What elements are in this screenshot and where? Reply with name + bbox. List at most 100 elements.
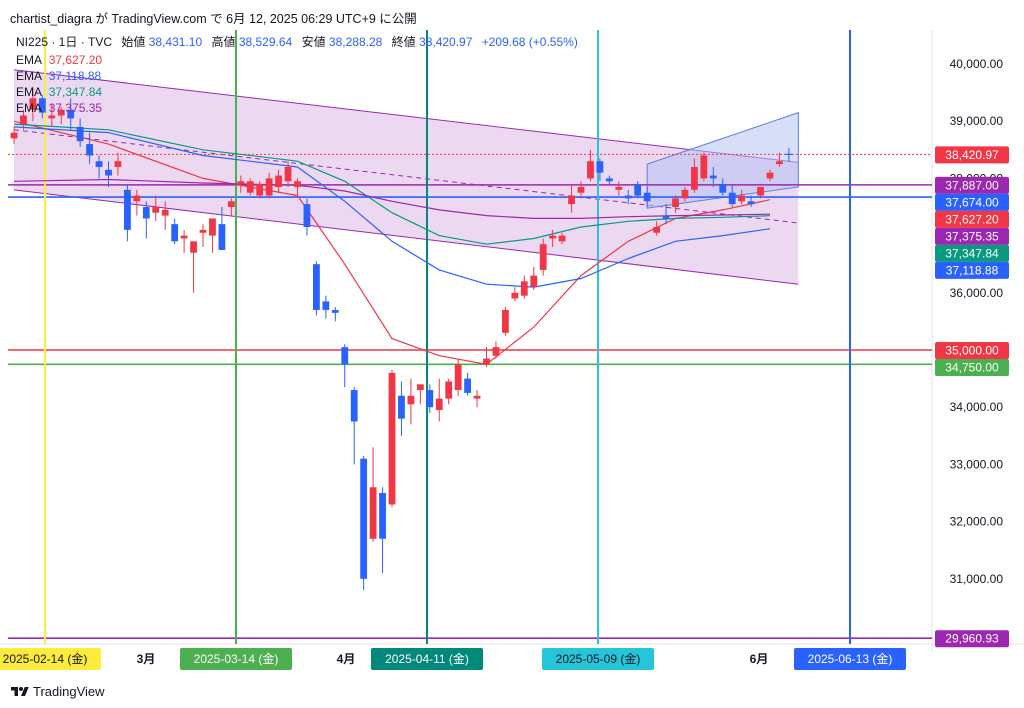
- candle-body-44: [426, 390, 434, 408]
- candle-body-15: [152, 207, 160, 213]
- candle-body-23: [227, 201, 235, 207]
- time-axis[interactable]: 3月 4月 6月: [137, 652, 769, 666]
- price-tag-bg-7: [935, 342, 1009, 359]
- legend-ema-3-value: 37,347.84: [49, 85, 103, 99]
- price-tag-2: 37,674.00: [945, 195, 999, 209]
- candle-18: [180, 229, 188, 253]
- candle-body-7: [76, 126, 84, 142]
- marker-label-bg-1: [180, 648, 292, 670]
- legend-low-value: 38,288.28: [329, 35, 383, 49]
- candle-5: [57, 106, 65, 125]
- price-tick-9: 40,000.00: [950, 57, 1004, 71]
- candle-69: [662, 204, 670, 225]
- price-tick-3: 34,000.00: [950, 400, 1004, 414]
- candle-43: [416, 384, 424, 405]
- candle-68: [653, 221, 660, 236]
- legend-ema-4: EMA 37,375.35: [16, 101, 102, 115]
- candle-body-17: [171, 224, 179, 242]
- candle-body-63: [605, 178, 613, 182]
- candle-16: [161, 201, 169, 230]
- descending-channel[interactable]: [13, 69, 799, 285]
- legend-ema-1: EMA 37,627.20: [16, 53, 102, 67]
- candle-51: [492, 341, 500, 359]
- candle-body-22: [218, 224, 226, 250]
- candle-38: [369, 447, 377, 542]
- legend-ema-1-label: EMA: [16, 53, 42, 67]
- candle-25: [246, 178, 254, 196]
- candle-30: [294, 178, 301, 196]
- price-tag-bg-1: [935, 176, 1009, 194]
- candle-19: [190, 241, 197, 293]
- candle-76: [728, 184, 736, 207]
- legend-change: +209.68 (+0.55%): [482, 35, 578, 49]
- candle-body-33: [322, 301, 330, 310]
- candle-body-35: [341, 347, 349, 365]
- price-tag-0: 38,420.97: [945, 148, 999, 162]
- legend-ema-3-label: EMA: [16, 85, 42, 99]
- candle-body-12: [124, 189, 131, 230]
- candle-41: [398, 381, 405, 436]
- candle-53: [511, 287, 519, 302]
- candle-36: [350, 387, 358, 465]
- candle-body-40: [388, 372, 396, 505]
- candle-44: [426, 384, 434, 413]
- candle-body-76: [728, 192, 736, 205]
- candle-4: [48, 104, 56, 127]
- candle-body-2: [29, 98, 37, 110]
- candle-65: [624, 189, 632, 205]
- candle-66: [634, 181, 642, 199]
- candle-body-24: [237, 181, 245, 185]
- candle-75: [719, 178, 727, 196]
- candle-40: [388, 370, 396, 508]
- candle-body-72: [691, 166, 698, 190]
- marker-label-bg-4: [794, 648, 906, 670]
- price-tick-0: 31,000.00: [950, 572, 1004, 586]
- candle-39: [379, 487, 386, 574]
- candle-body-19: [190, 241, 197, 253]
- month-label-2: 6月: [750, 652, 769, 666]
- ema-line-1: [13, 120, 771, 365]
- candle-3: [38, 95, 46, 119]
- candle-body-65: [624, 195, 632, 199]
- legend-header: NI225 · 1日 · TVC 始値 38,431.10 高値 38,529.…: [16, 34, 578, 49]
- candle-body-79: [757, 186, 764, 196]
- candle-body-14: [142, 207, 150, 219]
- channel-fill: [14, 69, 799, 285]
- price-tag-9: 29,960.93: [945, 632, 999, 646]
- candle-63: [605, 175, 613, 185]
- candle-48: [464, 372, 471, 396]
- candle-body-77: [738, 195, 746, 202]
- candle-52: [502, 307, 509, 336]
- candle-body-51: [492, 347, 500, 356]
- candle-54: [520, 275, 528, 299]
- candle-29: [284, 161, 292, 187]
- month-label-1: 4月: [337, 652, 356, 666]
- candle-body-28: [275, 175, 282, 187]
- candle-46: [445, 378, 453, 405]
- candle-body-68: [653, 227, 660, 233]
- publish-caption-bar: chartist_diagra が TradingView.com で 6月 1…: [0, 0, 1024, 30]
- candle-body-30: [294, 181, 301, 187]
- candle-body-1: [20, 115, 27, 125]
- candle-body-0: [10, 132, 18, 139]
- candle-58: [558, 232, 566, 245]
- channel-mid-line: [13, 129, 799, 224]
- candle-body-57: [549, 235, 557, 239]
- candle-body-20: [199, 229, 207, 233]
- candle-79: [757, 186, 764, 199]
- candle-7: [76, 118, 84, 147]
- price-tag-bg-6: [935, 261, 1009, 279]
- legend-high-label: 高値: [211, 34, 235, 49]
- price-axis[interactable]: 31,000.00 32,000.00 33,000.00 34,000.00 35,0…: [935, 57, 1009, 648]
- candle-24: [237, 175, 245, 193]
- price-chart[interactable]: 2025-02-14 (金) 2025-03-14 (金) 2025-04-11 (…: [0, 30, 1024, 682]
- candle-body-82: [785, 153, 793, 155]
- candle-body-60: [577, 186, 585, 193]
- candle-34: [331, 307, 339, 322]
- legend-ema-2-label: EMA: [16, 69, 42, 83]
- candle-35: [341, 344, 349, 388]
- legend-symbol: NI225 · 1日 · TVC: [16, 35, 112, 49]
- horizontal-levels[interactable]: [8, 153, 932, 640]
- vertical-markers[interactable]: 2025-02-14 (金) 2025-03-14 (金) 2025-04-11 (…: [0, 30, 906, 670]
- candle-body-71: [681, 189, 689, 199]
